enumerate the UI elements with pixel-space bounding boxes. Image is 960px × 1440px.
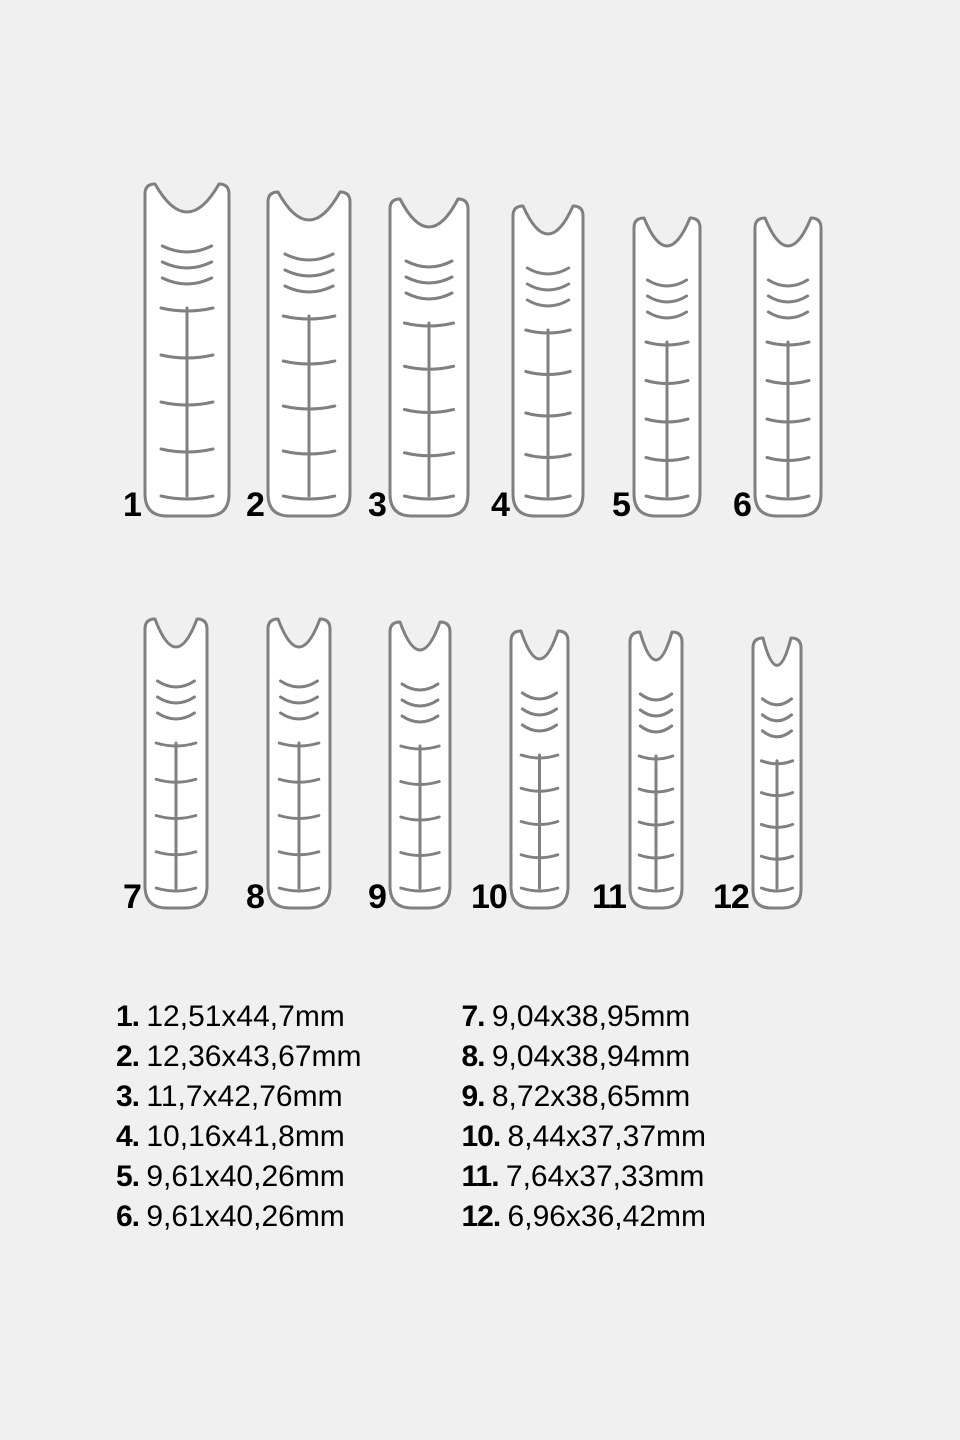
nail-number-label: 9 [368, 880, 386, 914]
legend-row: 4. 10,16x41,8mm [116, 1120, 362, 1154]
nail-shape-icon [266, 617, 332, 910]
nail-shape-icon [143, 617, 209, 910]
nail-size-10: 10 [471, 629, 570, 910]
nail-size-2: 2 [246, 190, 352, 518]
nail-size-11: 11 [592, 630, 684, 910]
legend-row: 10. 8,44x37,37mm [462, 1120, 707, 1154]
legend-dimension: 12,36x43,67mm [146, 1040, 361, 1073]
legend-row: 2. 12,36x43,67mm [116, 1040, 362, 1074]
legend-dimension: 9,04x38,95mm [492, 1000, 690, 1033]
nail-shape-icon [388, 197, 470, 518]
legend-dimension: 11,7x42,76mm [146, 1080, 342, 1113]
legend-dimension: 9,04x38,94mm [492, 1040, 690, 1073]
legend-number: 10. [462, 1120, 508, 1153]
legend-number: 1. [116, 1000, 146, 1033]
nail-size-7: 7 [123, 617, 209, 910]
nail-size-1: 1 [123, 182, 231, 518]
nail-number-label: 7 [123, 880, 141, 914]
nail-size-6: 6 [733, 216, 823, 518]
legend-row: 12. 6,96x36,42mm [462, 1200, 707, 1234]
legend-row: 11. 7,64x37,33mm [462, 1160, 707, 1194]
nail-shape-icon [632, 216, 702, 518]
legend-dimension: 9,61x40,26mm [146, 1160, 344, 1193]
legend-number: 12. [462, 1200, 508, 1233]
legend-dimension: 7,64x37,33mm [506, 1160, 704, 1193]
legend-number: 9. [462, 1080, 492, 1113]
size-chart-canvas: 1 2 3 4 5 6 7 8 9 10 11 [0, 0, 960, 1440]
legend-row: 5. 9,61x40,26mm [116, 1160, 362, 1194]
nail-number-label: 12 [713, 880, 749, 914]
nail-size-8: 8 [246, 617, 332, 910]
legend-row: 7. 9,04x38,95mm [462, 1000, 707, 1034]
nail-number-label: 3 [368, 488, 386, 522]
nail-size-9: 9 [368, 620, 452, 910]
nail-shape-icon [266, 190, 352, 518]
nail-shape-icon [509, 629, 570, 910]
nail-size-3: 3 [368, 197, 470, 518]
nail-shape-icon [511, 204, 585, 518]
legend-row: 1. 12,51x44,7mm [116, 1000, 362, 1034]
nail-number-label: 1 [123, 488, 141, 522]
legend-dimension: 6,96x36,42mm [508, 1200, 706, 1233]
legend-number: 5. [116, 1160, 146, 1193]
legend: 1. 12,51x44,7mm2. 12,36x43,67mm3. 11,7x4… [116, 1000, 706, 1234]
legend-number: 11. [462, 1160, 506, 1193]
legend-number: 7. [462, 1000, 492, 1033]
legend-col-right: 7. 9,04x38,95mm8. 9,04x38,94mm9. 8,72x38… [462, 1000, 707, 1234]
legend-number: 6. [116, 1200, 146, 1233]
legend-number: 4. [116, 1120, 146, 1153]
nail-shape-icon [751, 636, 803, 910]
nail-number-label: 4 [491, 488, 509, 522]
legend-row: 8. 9,04x38,94mm [462, 1040, 707, 1074]
nail-number-label: 2 [246, 488, 264, 522]
legend-col-left: 1. 12,51x44,7mm2. 12,36x43,67mm3. 11,7x4… [116, 1000, 362, 1234]
legend-dimension: 9,61x40,26mm [146, 1200, 344, 1233]
nail-number-label: 11 [592, 880, 626, 914]
nail-size-5: 5 [612, 216, 702, 518]
nail-shape-icon [628, 630, 684, 910]
nail-shape-icon [753, 216, 823, 518]
nail-shape-icon [388, 620, 452, 910]
nail-shape-icon [143, 182, 231, 518]
nail-size-12: 12 [713, 636, 803, 910]
nail-number-label: 10 [471, 880, 507, 914]
legend-number: 3. [116, 1080, 146, 1113]
legend-dimension: 8,44x37,37mm [508, 1120, 706, 1153]
nail-number-label: 5 [612, 488, 630, 522]
legend-row: 3. 11,7x42,76mm [116, 1080, 362, 1114]
nail-size-4: 4 [491, 204, 585, 518]
legend-row: 6. 9,61x40,26mm [116, 1200, 362, 1234]
legend-number: 2. [116, 1040, 146, 1073]
legend-number: 8. [462, 1040, 492, 1073]
legend-dimension: 8,72x38,65mm [492, 1080, 690, 1113]
legend-row: 9. 8,72x38,65mm [462, 1080, 707, 1114]
legend-dimension: 12,51x44,7mm [146, 1000, 344, 1033]
legend-dimension: 10,16x41,8mm [146, 1120, 344, 1153]
nail-number-label: 8 [246, 880, 264, 914]
nail-number-label: 6 [733, 488, 751, 522]
